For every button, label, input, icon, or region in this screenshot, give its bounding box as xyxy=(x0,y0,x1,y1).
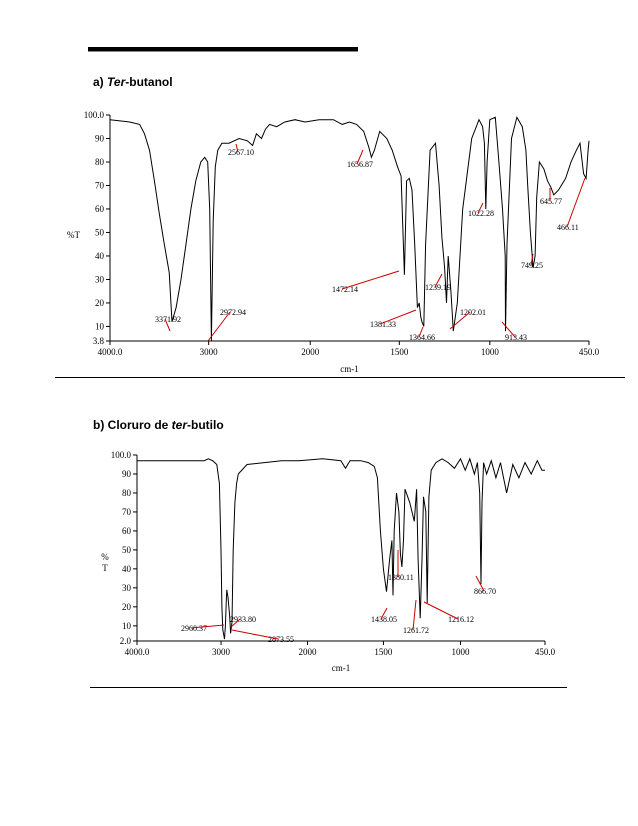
peak-label-1: 1380.11 xyxy=(388,573,414,582)
x-tick-label-0: 1000 xyxy=(481,347,500,357)
y-tick-label-0: 90 xyxy=(95,133,105,143)
footer-rule xyxy=(90,687,567,688)
peak-leader-0 xyxy=(418,326,424,338)
peak-label-1: 1216.12 xyxy=(448,615,474,624)
y-tick-label-1: 90 xyxy=(122,469,132,479)
y-tick-label-1: 100.0 xyxy=(111,450,132,460)
y-tick-label-0: 3.8 xyxy=(93,336,105,346)
y-tick-label-1: 20 xyxy=(122,602,132,612)
header-rule xyxy=(88,47,358,51)
peak-leader-0 xyxy=(530,253,534,266)
section-divider xyxy=(55,377,625,378)
y-tick-label-1: 60 xyxy=(122,526,132,536)
title-a-rest: -butanol xyxy=(125,75,173,89)
peak-label-0: 645.77 xyxy=(540,197,562,206)
y-tick-label-0: 50 xyxy=(95,227,105,237)
spectrum-line-0 xyxy=(109,115,590,341)
y-tick-label-1: 30 xyxy=(122,583,132,593)
peak-label-0: 1022.28 xyxy=(468,209,494,218)
peak-label-1: 1438.05 xyxy=(371,615,397,624)
x-tick-label-1: 3000 xyxy=(212,647,231,657)
peak-leader-1 xyxy=(475,575,485,592)
peak-leader-0 xyxy=(207,311,231,342)
x-tick-label-0: 3000 xyxy=(200,347,219,357)
spectrum-line-1 xyxy=(137,457,545,640)
y-tick-label-0: 60 xyxy=(95,204,105,214)
peak-leader-0 xyxy=(434,273,443,288)
peak-label-0: 1656.87 xyxy=(347,160,373,169)
y-tick-label-0: 10 xyxy=(95,321,105,331)
title-a-italic: Ter xyxy=(107,75,126,89)
x-tick-label-1: 1000 xyxy=(452,647,471,657)
peak-leader-0 xyxy=(449,311,471,330)
y-axis-label-1: T xyxy=(102,563,108,573)
y-axis-label-1: % xyxy=(101,552,109,562)
x-tick-label-0: 2000 xyxy=(301,347,320,357)
x-tick-label-1: 450.0 xyxy=(535,647,556,657)
x-tick-label-0: 450.0 xyxy=(579,347,600,357)
title-b-prefix: b) Cloruro de xyxy=(93,418,172,432)
x-tick-label-1: 2000 xyxy=(299,647,318,657)
x-axis-label-1: cm-1 xyxy=(332,663,351,673)
peak-leader-1 xyxy=(231,629,279,640)
header-rule-shadow xyxy=(88,51,358,52)
peak-leader-0 xyxy=(356,149,364,165)
peak-label-1: 1261.72 xyxy=(403,626,429,635)
peak-label-0: 1239.19 xyxy=(425,283,451,292)
y-tick-label-0: 30 xyxy=(95,274,105,284)
peak-leader-0 xyxy=(566,177,586,228)
x-tick-label-1: 1500 xyxy=(374,647,393,657)
title-b-italic: ter xyxy=(171,418,188,432)
peak-label-1: 2933.80 xyxy=(230,615,256,624)
peak-label-0: 1472.14 xyxy=(332,285,358,294)
peak-label-0: 3371.92 xyxy=(155,315,181,324)
peak-leader-1 xyxy=(230,618,241,628)
peak-label-0: 2567.10 xyxy=(228,148,254,157)
y-axis-label-0: %T xyxy=(67,230,80,240)
peak-leader-0 xyxy=(341,270,400,290)
peak-label-0: 466.11 xyxy=(557,223,579,232)
peak-label-0: 749.25 xyxy=(521,261,543,270)
x-axis-label-0: cm-1 xyxy=(340,364,359,374)
peak-label-0: 1202.01 xyxy=(460,308,486,317)
peak-leader-0 xyxy=(164,318,171,332)
peak-leader-0 xyxy=(477,202,484,214)
peak-leader-0 xyxy=(235,143,239,153)
y-tick-label-1: 2.0 xyxy=(120,636,132,646)
section-title-a: a) Ter-butanol xyxy=(93,75,173,89)
peak-label-1: 2873.55 xyxy=(268,635,294,644)
y-tick-label-0: 100.0 xyxy=(84,110,105,120)
peak-label-0: 2972.94 xyxy=(220,308,246,317)
peak-leader-0 xyxy=(501,321,516,338)
y-tick-label-0: 20 xyxy=(95,298,105,308)
y-tick-label-1: 10 xyxy=(122,621,132,631)
x-tick-label-0: 4000.0 xyxy=(98,347,123,357)
y-tick-label-1: 50 xyxy=(122,545,132,555)
title-a-prefix: a) xyxy=(93,75,108,89)
y-tick-label-0: 70 xyxy=(95,180,105,190)
y-tick-label-1: 70 xyxy=(122,507,132,517)
x-tick-label-1: 4000.0 xyxy=(125,647,150,657)
x-tick-label-0: 1500 xyxy=(390,347,409,357)
section-title-b: b) Cloruro de ter-butilo xyxy=(93,418,224,432)
peak-label-0: 913.43 xyxy=(505,333,527,342)
peak-label-1: 2960.37 xyxy=(181,624,207,633)
peak-leader-0 xyxy=(379,309,417,325)
y-tick-label-1: 40 xyxy=(122,564,132,574)
y-tick-label-1: 80 xyxy=(122,488,132,498)
peak-label-0: 1381.33 xyxy=(370,320,396,329)
peak-leader-1 xyxy=(412,599,417,631)
peak-leader-1 xyxy=(423,601,459,620)
peak-label-0: 1364.66 xyxy=(409,333,435,342)
y-tick-label-0: 40 xyxy=(95,251,105,261)
peak-label-1: 866.70 xyxy=(474,587,496,596)
title-b-rest: -butilo xyxy=(187,418,224,432)
peak-leader-1 xyxy=(190,624,225,629)
peak-leader-1 xyxy=(380,607,388,620)
y-tick-label-0: 80 xyxy=(95,157,105,167)
